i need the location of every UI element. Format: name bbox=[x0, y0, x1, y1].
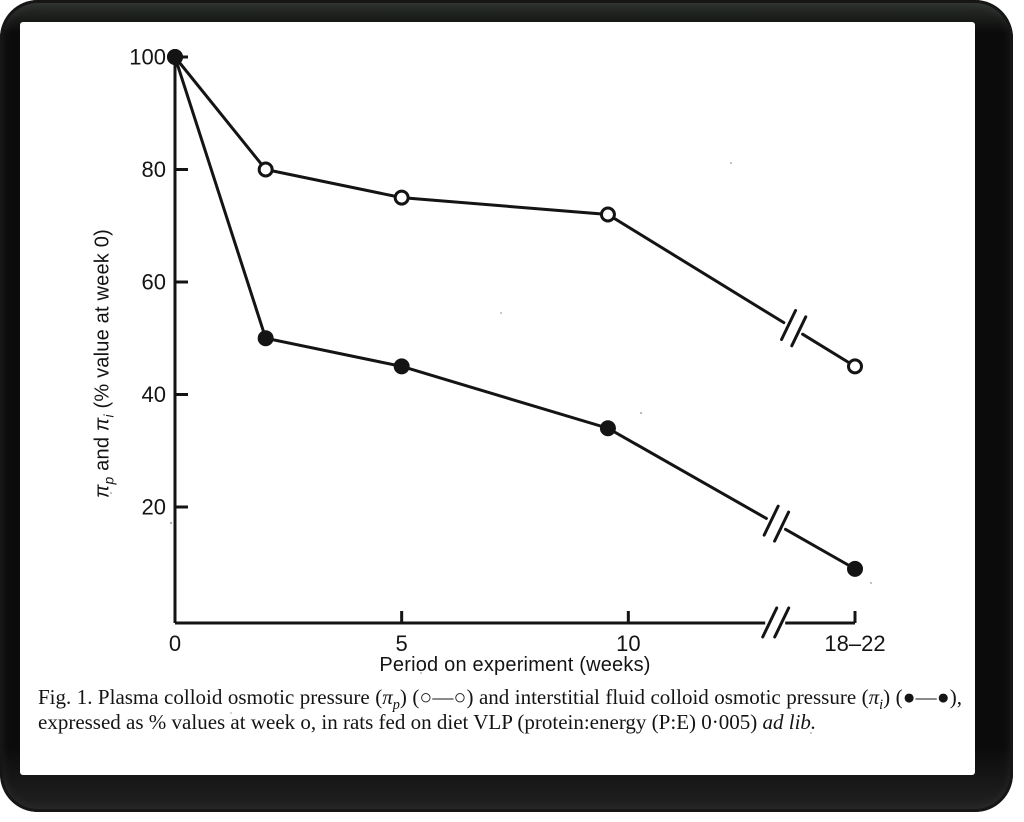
data-point-open-circle bbox=[393, 189, 410, 206]
y-axis-ticks: 100 80 60 40 20 bbox=[129, 45, 188, 520]
axes bbox=[173, 53, 855, 625]
x-tick-label: 18–22 bbox=[824, 631, 885, 656]
data-point-filled-circle bbox=[393, 358, 410, 375]
data-point-open-circle bbox=[846, 358, 863, 375]
text-run: ) (○—○) and interstitial fluid colloid o… bbox=[399, 685, 869, 709]
data-point-filled-circle bbox=[599, 420, 616, 437]
y-tick-label: 60 bbox=[142, 270, 166, 295]
text-run: i bbox=[879, 697, 884, 714]
data-point-filled-circle bbox=[167, 49, 183, 65]
series-open-circle bbox=[173, 55, 857, 368]
figure-caption: Fig. 1. Plasma colloid osmotic pressure … bbox=[38, 685, 962, 735]
data-point-open-circle bbox=[257, 161, 274, 178]
x-axis-ticks: 0 5 10 18–22 bbox=[169, 611, 886, 656]
text-run: p bbox=[101, 476, 117, 485]
text-run: Fig. 1. Plasma colloid osmotic pressure … bbox=[38, 685, 383, 709]
y-axis-label: πp and πi (% value at week 0) bbox=[91, 159, 117, 569]
data-point-filled-circle bbox=[846, 560, 863, 577]
text-run: i bbox=[101, 414, 117, 418]
y-tick-label: 100 bbox=[129, 45, 166, 70]
text-run: (% value at week 0) bbox=[91, 229, 114, 415]
y-tick-label: 40 bbox=[142, 382, 166, 407]
data-points-filled-circle bbox=[167, 49, 863, 577]
text-run: π bbox=[382, 685, 393, 709]
text-run: π bbox=[868, 685, 880, 709]
text-run: π bbox=[91, 417, 114, 432]
text-run: and bbox=[91, 431, 114, 477]
text-run: ) (●—●), expressed as % values at week o… bbox=[38, 685, 963, 734]
x-tick-label: 5 bbox=[396, 631, 408, 656]
text-run: ad lib. bbox=[762, 710, 817, 734]
x-tick-label: 10 bbox=[616, 631, 640, 656]
figure-page: 100 80 60 40 20 0 5 10 18–22 πp and πi (% value … bbox=[20, 22, 975, 775]
line-chart: 100 80 60 40 20 0 5 10 18–22 bbox=[129, 45, 886, 657]
y-tick-label: 20 bbox=[142, 495, 166, 520]
y-tick-label: 80 bbox=[142, 157, 166, 182]
line-break-icon bbox=[762, 504, 791, 543]
data-points-open-circle bbox=[167, 49, 863, 375]
line-break-icon bbox=[780, 309, 808, 348]
data-point-filled-circle bbox=[257, 330, 274, 347]
scanned-figure-frame: 100 80 60 40 20 0 5 10 18–22 πp and πi (% value … bbox=[0, 0, 1013, 812]
text-run: p bbox=[392, 697, 400, 714]
x-tick-label: 0 bbox=[169, 631, 181, 656]
series-filled-circle bbox=[173, 55, 857, 571]
x-axis-label: Period on experiment (weeks) bbox=[379, 654, 651, 676]
text-run: π bbox=[91, 484, 114, 498]
x-axis-break-icon bbox=[761, 606, 791, 639]
data-point-open-circle bbox=[599, 206, 616, 223]
